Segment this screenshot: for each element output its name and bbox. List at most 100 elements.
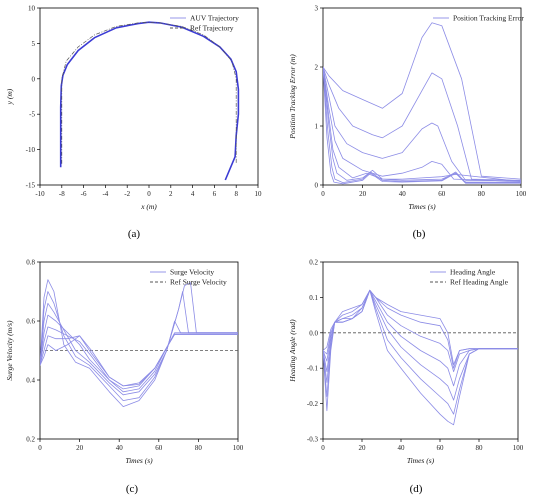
series-line <box>323 66 521 184</box>
x-tick-label: 100 <box>513 444 524 452</box>
y-tick-label: 0.2 <box>309 259 318 267</box>
series-line <box>323 289 518 426</box>
y-tick-label: 0.0 <box>309 329 318 337</box>
legend-label: Ref Surge Velocity <box>170 278 227 287</box>
y-tick-label: -5 <box>29 111 35 119</box>
x-tick-label: 80 <box>478 190 486 198</box>
x-tick-label: 2 <box>169 190 173 198</box>
panel-label: (d) <box>410 483 423 495</box>
series-line <box>323 22 521 180</box>
series-line <box>323 66 521 185</box>
auv-trajectory-line <box>59 21 240 181</box>
x-tick-label: 6 <box>213 190 217 198</box>
x-tick-label: 80 <box>476 444 484 452</box>
x-tick-label: -10 <box>35 190 45 198</box>
x-tick-label: 20 <box>359 190 367 198</box>
series-line <box>323 289 518 373</box>
plot-data <box>59 21 240 181</box>
x-tick-label: 0 <box>321 190 325 198</box>
panel-label: (a) <box>128 228 141 240</box>
legend-label: Ref Trajectory <box>190 24 234 33</box>
x-tick-label: 40 <box>398 444 406 452</box>
plot-data <box>40 279 238 408</box>
x-tick-label: -6 <box>81 190 87 198</box>
series-line <box>323 289 518 401</box>
x-tick-label: -8 <box>59 190 65 198</box>
y-tick-label: 0 <box>315 182 319 190</box>
series-line <box>40 291 238 402</box>
y-axis-label: Position Tracking Error (m) <box>288 54 297 140</box>
series-line <box>40 302 238 396</box>
ref-trajectory-line <box>61 21 237 164</box>
series-line <box>40 333 238 387</box>
y-tick-label: -0.1 <box>307 365 319 373</box>
x-tick-label: 20 <box>359 444 367 452</box>
x-tick-label: 10 <box>255 190 263 198</box>
y-tick-label: 0.6 <box>26 318 35 326</box>
series-line <box>323 289 518 387</box>
y-axis-label: Surge Velocity (m/s) <box>5 320 14 381</box>
x-tick-label: -4 <box>102 190 108 198</box>
x-tick-label: 0 <box>321 444 325 452</box>
y-tick-label: -0.2 <box>307 400 319 408</box>
x-tick-label: 60 <box>155 444 163 452</box>
chart-panel-4: 0 20 40 60 80 100 -0.3 -0.2 -0.1 0.0 0.1 0.2 Times (… <box>288 259 524 496</box>
x-tick-label: 80 <box>195 444 203 452</box>
series-line <box>40 326 238 390</box>
series-line <box>323 289 518 415</box>
legend-label: Position Tracking Error <box>453 14 524 23</box>
x-axis-label: Times (s) <box>407 456 435 465</box>
series-line <box>323 289 518 369</box>
legend-label: Surge Velocity <box>170 268 214 277</box>
x-tick-label: 40 <box>399 190 407 198</box>
x-tick-label: 40 <box>116 444 124 452</box>
plot-frame <box>39 7 259 186</box>
y-tick-label: 0.4 <box>26 377 35 385</box>
x-tick-label: 60 <box>437 444 445 452</box>
panel-label: (b) <box>413 228 426 240</box>
series-line <box>323 66 521 182</box>
x-tick-label: 100 <box>233 444 244 452</box>
x-tick-label: -2 <box>124 190 130 198</box>
legend-label: Heading Angle <box>450 268 496 277</box>
panel-label: (c) <box>126 483 139 495</box>
series-line <box>40 333 238 387</box>
x-tick-label: 60 <box>438 190 446 198</box>
y-tick-label: 3 <box>315 5 319 13</box>
x-tick-label: 0 <box>147 190 151 198</box>
y-tick-label: 0 <box>32 75 36 83</box>
plot-data <box>323 289 518 426</box>
y-tick-label: 10 <box>28 5 36 13</box>
x-tick-label: 100 <box>516 190 527 198</box>
plot-data <box>323 22 521 185</box>
x-tick-label: 0 <box>38 444 42 452</box>
y-tick-label: 0.2 <box>26 436 35 444</box>
chart-panel-2: 0 20 40 60 80 100 0 1 2 3 Times (s) Position Tracki… <box>288 5 527 241</box>
y-axis-label: y (m) <box>5 88 14 105</box>
series-line <box>323 66 521 182</box>
x-tick-label: 8 <box>234 190 238 198</box>
chart-panel-3: 0 20 40 60 80 100 0.2 0.4 0.6 0.8 Times (s) Surge V… <box>5 259 244 496</box>
x-axis-label: x (m) <box>140 202 157 211</box>
legend-label: AUV Trajectory <box>190 14 239 23</box>
x-tick-label: 4 <box>191 190 195 198</box>
y-tick-label: 0.1 <box>309 294 318 302</box>
series-line <box>323 66 521 181</box>
legend-label: Ref Heading Angle <box>450 278 509 287</box>
y-tick-label: 5 <box>32 40 36 48</box>
plot-frame <box>322 7 522 186</box>
y-tick-label: 2 <box>315 64 319 72</box>
x-axis-label: Times (s) <box>408 202 436 211</box>
y-tick-label: -0.3 <box>307 436 319 444</box>
series-line <box>323 66 521 183</box>
y-tick-label: 0.8 <box>26 259 35 267</box>
y-axis-label: Heading Angle (rad) <box>288 319 297 383</box>
y-tick-label: -15 <box>26 182 36 190</box>
series-line <box>323 289 518 366</box>
y-tick-label: 1 <box>315 123 319 131</box>
series-line <box>40 279 238 408</box>
x-tick-label: 20 <box>76 444 84 452</box>
x-axis-label: Times (s) <box>125 456 153 465</box>
